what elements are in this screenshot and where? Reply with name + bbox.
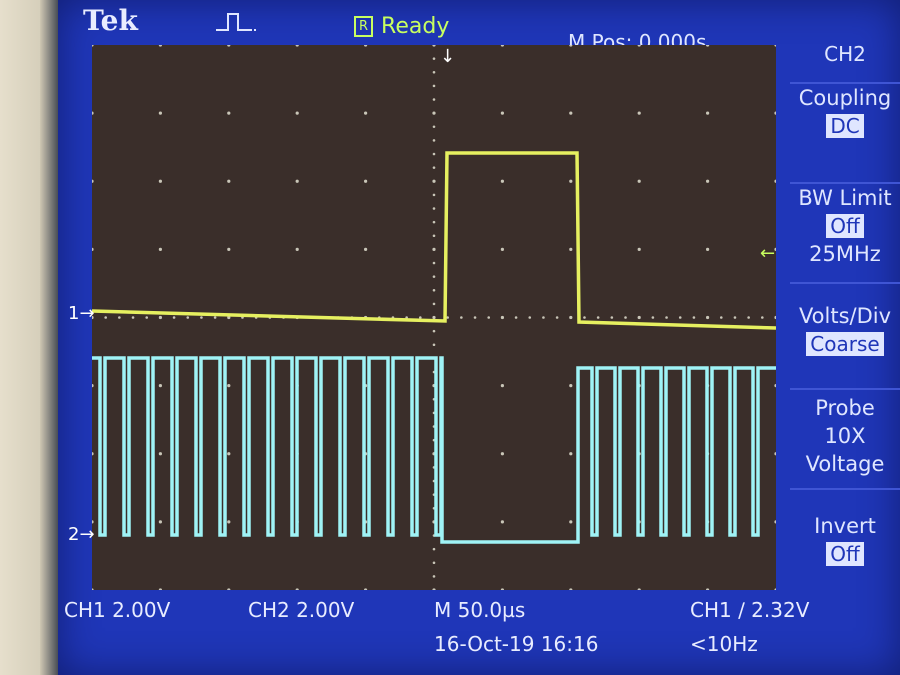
menu-probe[interactable]: Probe 10X Voltage	[790, 388, 900, 494]
probe-attenuation: 10X	[824, 424, 866, 448]
oscilloscope-screen: Tek R Ready M Pos: 0.000s ↓ 1→ 2→ ← CH2 C…	[58, 0, 900, 675]
menu-invert[interactable]: Invert Off	[790, 488, 900, 612]
ch1-scale-readout: CH1 2.00V	[64, 598, 171, 622]
ch2-ground-marker: 2→	[68, 524, 95, 545]
ch2-scale-readout: CH2 2.00V	[248, 598, 355, 622]
waveform-graticule	[92, 45, 776, 590]
volts-div-value: Coarse	[806, 332, 884, 356]
status-text: Ready	[381, 14, 450, 39]
trigger-level-marker: ←	[760, 243, 776, 264]
menu-title: CH2	[824, 42, 866, 66]
bw-limit-value: Off	[826, 214, 864, 238]
frequency-readout: <10Hz	[690, 632, 758, 656]
grid-dots	[92, 45, 776, 590]
coupling-label: Coupling	[798, 86, 892, 110]
probe-type: Voltage	[805, 452, 885, 476]
coupling-value: DC	[826, 114, 864, 138]
ch1-waveform	[92, 151, 776, 330]
invert-value: Off	[826, 542, 864, 566]
ch2-waveform	[92, 356, 776, 544]
run-state-icon: R	[354, 16, 374, 37]
ch1-ground-marker: 1→	[68, 303, 95, 324]
invert-label: Invert	[814, 514, 876, 538]
trigger-readout: CH1 ∕ 2.32V	[690, 598, 810, 622]
trigger-type-icon	[216, 13, 256, 31]
graticule-svg	[92, 45, 776, 590]
timebase-readout: M 50.0µs	[434, 598, 526, 622]
bw-limit-freq: 25MHz	[809, 242, 881, 266]
screen-edge	[40, 0, 62, 675]
side-menu: CH2 Coupling DC BW Limit Off 25MHz Volts…	[790, 40, 900, 675]
menu-coupling[interactable]: Coupling DC	[790, 82, 900, 184]
menu-bw-limit[interactable]: BW Limit Off 25MHz	[790, 182, 900, 284]
brand-logo: Tek	[83, 4, 138, 37]
probe-label: Probe	[815, 396, 875, 420]
bw-limit-label: BW Limit	[798, 186, 892, 210]
acquisition-status: R Ready	[354, 14, 449, 39]
date-time: 16-Oct-19 16:16	[434, 632, 599, 656]
volts-div-label: Volts/Div	[798, 304, 892, 328]
menu-volts-div[interactable]: Volts/Div Coarse	[790, 282, 900, 402]
trigger-position-marker: ↓	[440, 46, 456, 67]
